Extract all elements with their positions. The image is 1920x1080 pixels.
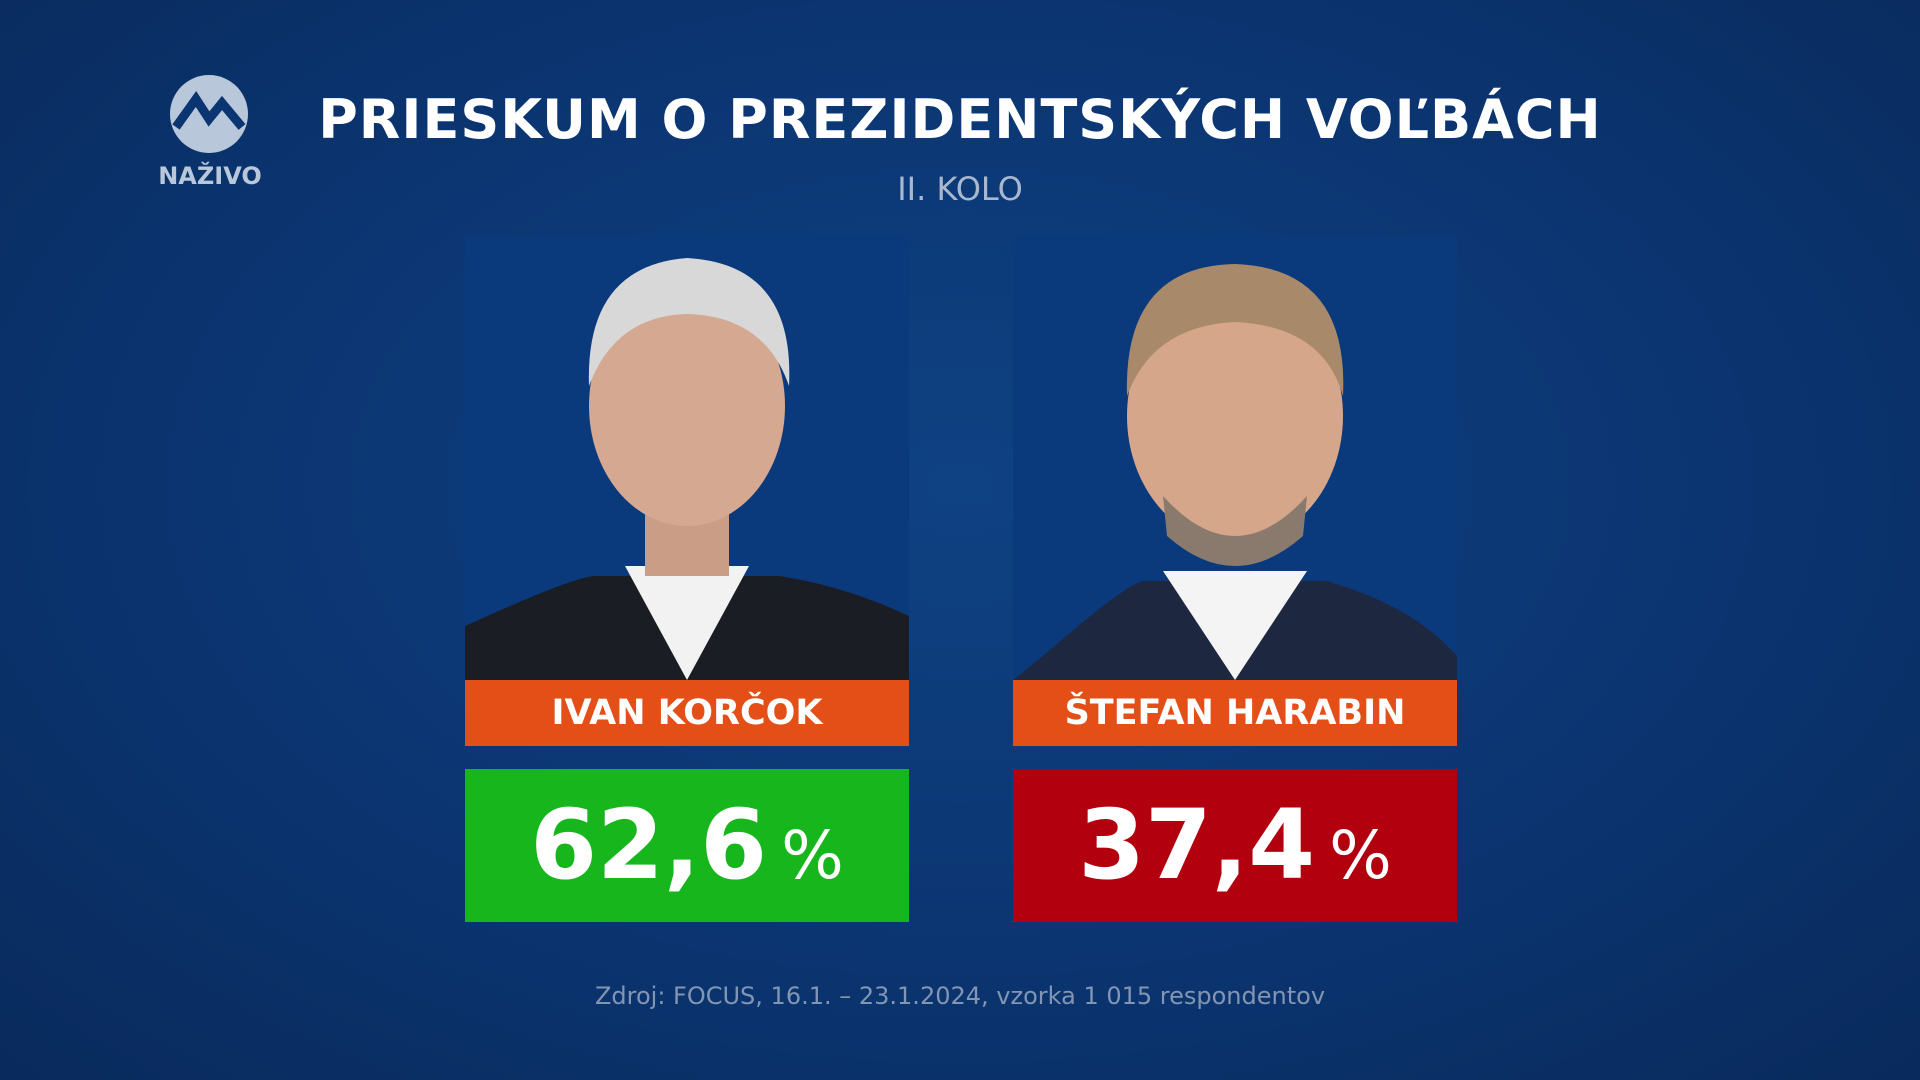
result-box: 37,4% xyxy=(1013,769,1457,922)
logo-label: NAŽIVO xyxy=(158,162,262,190)
logo-icon xyxy=(170,75,248,153)
result-unit: % xyxy=(1329,817,1392,894)
candidate-photo xyxy=(1013,236,1457,680)
candidate-photo xyxy=(465,236,909,680)
title: PRIESKUM O PREZIDENTSKÝCH VOĽBÁCH xyxy=(318,88,1602,151)
result-unit: % xyxy=(781,817,844,894)
source-note: Zdroj: FOCUS, 16.1. – 23.1.2024, vzorka … xyxy=(594,982,1326,1010)
subtitle: II. KOLO xyxy=(897,170,1023,208)
portrait xyxy=(1013,264,1457,680)
candidate-name: ŠTEFAN HARABIN xyxy=(1013,680,1457,746)
result-box: 62,6% xyxy=(465,769,909,922)
result-value: 37,4 xyxy=(1078,789,1316,901)
candidate-name: IVAN KORČOK xyxy=(465,680,909,746)
portrait xyxy=(465,258,909,680)
result-value: 62,6 xyxy=(530,789,768,901)
